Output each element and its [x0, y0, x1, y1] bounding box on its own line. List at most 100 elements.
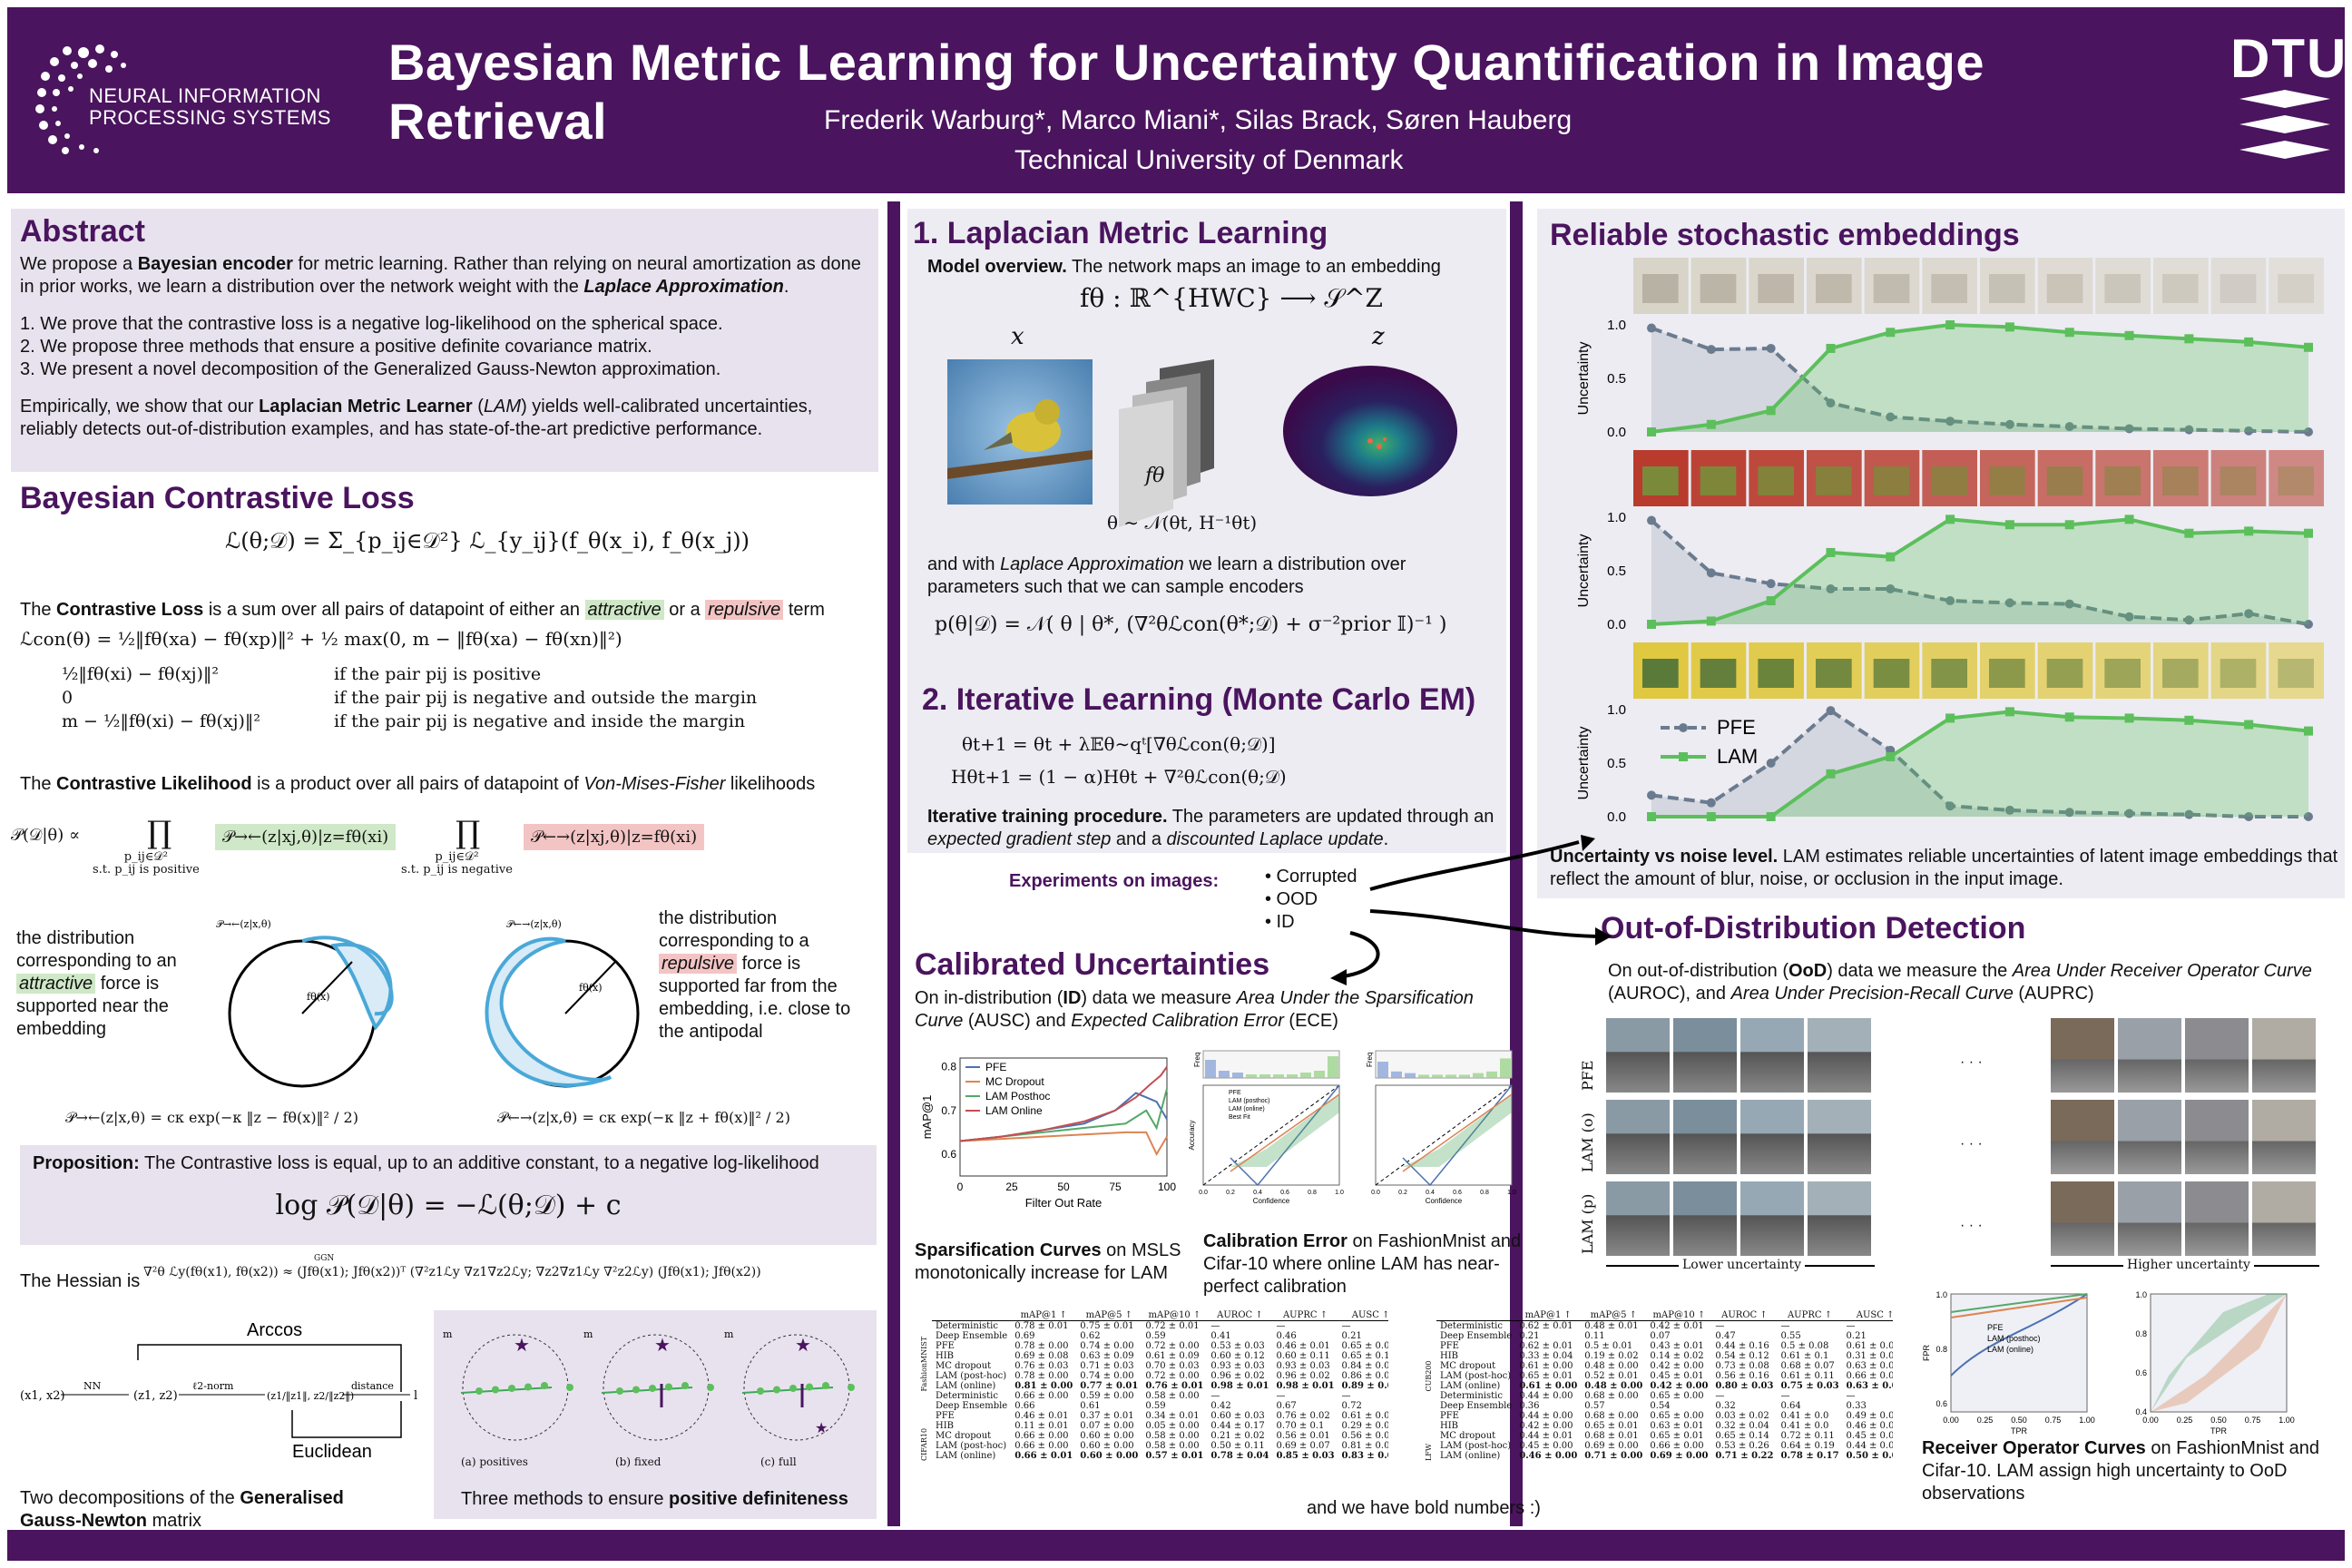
table-row: LAM (post-hoc) 0.65 ± 0.01 0.52 ± 0.01 0.45…: [1421, 1371, 1893, 1381]
text-bold: Contrastive Likelihood: [56, 774, 252, 794]
lam-point: [1945, 320, 1955, 329]
thumbnail-subject: [1873, 466, 1910, 495]
lam-band: [2151, 1294, 2287, 1412]
pfe-point: [1945, 416, 1955, 426]
vector-label: fθ(x): [307, 991, 329, 1003]
table-cell: —: [1210, 1321, 1220, 1331]
table-cell: 0.66 ± 0.03: [1846, 1371, 1893, 1381]
histogram-bar: [1328, 1056, 1338, 1078]
x-tick-label: 1.00: [2278, 1416, 2295, 1425]
table-cell: 0.73 ± 0.08: [1715, 1361, 1769, 1371]
lam-point: [1647, 620, 1656, 629]
x-tick-label: 0.6: [1453, 1190, 1462, 1196]
y-tick-label: 0.6: [2135, 1368, 2147, 1377]
x-axis-label: Filter Out Rate: [1025, 1196, 1102, 1210]
ood-thumbnail: [2185, 1181, 2249, 1256]
repulsive-highlight: repulsive: [705, 600, 784, 620]
ellipsis: · · ·: [1960, 1218, 1983, 1233]
column-header: [1436, 1310, 1516, 1321]
table-cell: 0.31 ± 0.07: [1846, 1351, 1893, 1361]
posterior-eq: p(θ|𝒟) = 𝒩( θ | θ*, (∇²θℒcon(θ*;𝒟) + σ⁻²…: [935, 613, 1447, 636]
x-axis-label: TPR: [2210, 1426, 2228, 1436]
table-cell: 0.46 ± 0.01: [1846, 1421, 1893, 1431]
table-cell: 0.75 ± 0.01: [1080, 1321, 1134, 1331]
lam-point: [1886, 552, 1896, 562]
table-cell: 0.72 ± 0.00: [1145, 1341, 1200, 1351]
thumbnail-subject: [2162, 466, 2199, 495]
lam-point: [2184, 334, 2194, 344]
table-cell: 0.78 ± 0.17: [1780, 1451, 1839, 1461]
pd-label-c: (c) full: [760, 1455, 797, 1468]
text: Three methods to ensure: [461, 1489, 670, 1509]
repulsive-desc: the distribution corresponding to a repu…: [659, 907, 877, 1044]
text-italic: expected gradient step: [927, 829, 1112, 849]
ood-thumbnail: [2051, 1018, 2114, 1093]
lml-box: 1. Laplacian Metric Learning Model overv…: [907, 209, 1506, 853]
thumbnail-subject: [2278, 466, 2314, 495]
text: We propose a: [20, 254, 138, 274]
text-bold: Receiver Operator Curves: [1922, 1438, 2146, 1458]
text-italic: LAM: [483, 397, 522, 416]
y-tick-label: 1.0: [1607, 318, 1626, 333]
table-cell: 0.33 ± 0.04: [1519, 1351, 1573, 1361]
table-cell: —: [1276, 1391, 1286, 1401]
thumbnail-subject: [1700, 659, 1737, 688]
table-cell: 0.61 ± 0.1: [1780, 1351, 1829, 1361]
column-header: AUROC ↑: [1711, 1310, 1778, 1321]
pd-diagrams: m ★ m ★ m ★ ★: [443, 1328, 855, 1441]
x-tick-label: 1.0: [1335, 1190, 1344, 1196]
table-cell: 0.44 ± 0.01: [1519, 1431, 1573, 1441]
circle1-label: 𝒫→←(z|x,θ): [216, 918, 271, 931]
table-cell: HIB: [1440, 1421, 1459, 1431]
pfe-point: [2304, 812, 2313, 821]
text-italic: discounted Laplace update: [1166, 829, 1384, 849]
thumbnail-subject: [2162, 659, 2199, 688]
table-cell: 0.72 ± 0.11: [1780, 1431, 1835, 1441]
thumbnail-subject: [1700, 466, 1737, 495]
table-header-row: mAP@1 ↑ mAP@5 ↑ mAP@10 ↑ AUROC ↑ AUPRC ↑ AUSC…: [916, 1310, 1388, 1321]
text-bold: Uncertainty vs noise level.: [1550, 847, 1779, 867]
table-cell: 0.42 ± 0.01: [1650, 1321, 1704, 1331]
thumbnail-subject: [2046, 466, 2083, 495]
ood-thumbnail: [2185, 1100, 2249, 1174]
table-row: LFW Deterministic 0.44 ± 0.00 0.68 ± 0.00 0.…: [1421, 1391, 1893, 1461]
il-eq-2: Hθt+1 = (1 − α)Hθt + ∇²θℒcon(θ;𝒟): [951, 766, 1287, 788]
histogram-bar: [1486, 1071, 1497, 1078]
thumbnail-subject: [2104, 466, 2141, 495]
table-cell: 0.78 ± 0.00: [1014, 1371, 1069, 1381]
pd-label-b: (b) fixed: [615, 1455, 662, 1468]
thumbnail-bg: [2153, 642, 2209, 699]
table-cell: 0.61 ± 0.09: [1145, 1351, 1200, 1361]
table-cell: MC dropout: [936, 1361, 992, 1371]
negative-star: ★: [795, 1336, 811, 1356]
text: force is supported near the embedding: [16, 974, 169, 1039]
x-tick-label: 0.4: [1426, 1190, 1435, 1196]
noise-thumbnail: [1749, 450, 1804, 506]
table-row: LAM (online) 0.46 ± 0.00 0.71 ± 0.00 0.69 ±…: [1421, 1451, 1893, 1461]
histogram-bar: [1300, 1073, 1311, 1078]
table-cell: 0.61 ± 0.01: [1341, 1411, 1388, 1421]
lam-point: [1706, 419, 1716, 429]
noise-thumbnail: [1633, 642, 1689, 699]
series-line: [959, 1066, 1168, 1142]
ood-thumbnail: [1673, 1181, 1737, 1256]
table-cell: 0.66 ± 0.00: [1014, 1441, 1069, 1451]
legend-label: PFE: [1229, 1090, 1241, 1096]
ood-thumbnail: [1740, 1018, 1804, 1093]
table-cell: 0.68 ± 0.00: [1584, 1391, 1639, 1401]
list-item: 1. We prove that the contrastive loss is…: [20, 314, 723, 334]
noise-thumbnail: [2037, 450, 2093, 506]
text: we learn a distribution over parameters …: [927, 554, 1406, 597]
table-cell: —: [1780, 1391, 1790, 1401]
block-label: FashionMNIST: [920, 1336, 928, 1391]
lam-point: [2124, 713, 2134, 723]
noise-thumbnail: [1864, 642, 1920, 699]
column-header: mAP@5 ↑: [1076, 1310, 1142, 1321]
thumbnail-subject: [1758, 659, 1794, 688]
thumbnail-subject: [1989, 466, 2025, 495]
pfe-point: [1647, 790, 1656, 800]
table-cell: 0.71 ± 0.22: [1715, 1451, 1774, 1461]
l2-label: ℓ2-norm: [192, 1380, 234, 1392]
table-cell: 0.96 ± 0.02: [1276, 1371, 1330, 1381]
table-row: Deep Ensemble 0.21 0.11 0.07 0.47 0.55 0.21: [1421, 1331, 1893, 1341]
